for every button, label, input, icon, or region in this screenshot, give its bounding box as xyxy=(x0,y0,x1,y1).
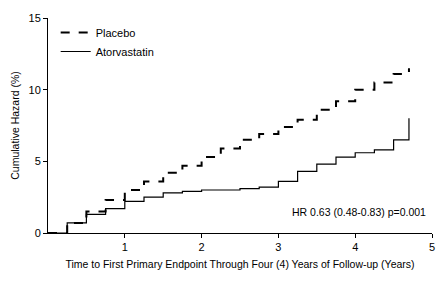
svg-text:HR 0.63 (0.48-0.83) p=0.001: HR 0.63 (0.48-0.83) p=0.001 xyxy=(292,206,426,218)
svg-text:10: 10 xyxy=(29,84,41,96)
svg-text:3: 3 xyxy=(275,241,281,253)
svg-text:5: 5 xyxy=(35,155,41,167)
svg-text:Placebo: Placebo xyxy=(96,27,136,39)
svg-text:Cumulative Hazard (%): Cumulative Hazard (%) xyxy=(9,71,21,180)
svg-text:Atorvastatin: Atorvastatin xyxy=(96,46,154,58)
svg-text:5: 5 xyxy=(429,241,435,253)
svg-text:2: 2 xyxy=(199,241,205,253)
svg-text:15: 15 xyxy=(29,12,41,24)
svg-text:Time to First Primary Endpoint: Time to First Primary Endpoint Through F… xyxy=(65,258,414,270)
svg-text:4: 4 xyxy=(352,241,358,253)
svg-text:1: 1 xyxy=(122,241,128,253)
svg-text:0: 0 xyxy=(35,227,41,239)
